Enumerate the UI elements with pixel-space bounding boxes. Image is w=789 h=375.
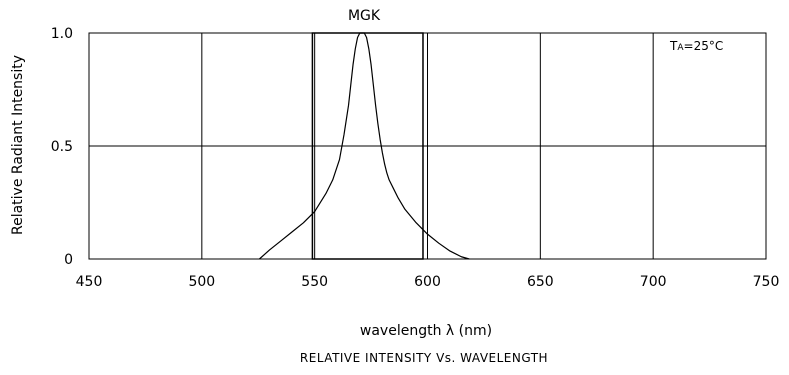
plot-frame-rect xyxy=(88,32,767,260)
series-group xyxy=(258,32,470,260)
temperature-annotation: TA=25°C xyxy=(669,39,723,53)
x-tick-label: 550 xyxy=(301,274,328,290)
x-tick-label: 700 xyxy=(640,274,667,290)
chart-title: MGK xyxy=(348,8,381,24)
y-axis-ticks: 0 0.5 1.0 xyxy=(51,26,73,268)
y-axis-label: Relative Radiant Intensity xyxy=(10,55,26,235)
annotation-main: T xyxy=(669,39,678,53)
grid-lines xyxy=(89,33,766,259)
plot-area xyxy=(88,32,767,260)
x-axis-label: wavelength λ (nm) xyxy=(360,323,492,339)
x-tick-label: 600 xyxy=(414,274,441,290)
y-tick-label: 0.5 xyxy=(51,139,73,155)
x-tick-label: 500 xyxy=(188,274,215,290)
series-line xyxy=(258,32,470,260)
annotation-rest: =25°C xyxy=(684,39,724,53)
x-axis-ticks: 450 500 550 600 650 700 750 xyxy=(76,274,780,290)
annotation-sub: A xyxy=(677,43,684,53)
x-tick-label: 450 xyxy=(76,274,103,290)
chart-subtitle: RELATIVE INTENSITY Vs. WAVELENGTH xyxy=(300,351,548,365)
x-tick-label: 650 xyxy=(527,274,554,290)
x-tick-label: 750 xyxy=(753,274,780,290)
highlight-box xyxy=(311,32,424,260)
y-tick-label: 1.0 xyxy=(51,26,73,42)
y-tick-label: 0 xyxy=(64,252,73,268)
peak-region-box xyxy=(311,32,424,260)
